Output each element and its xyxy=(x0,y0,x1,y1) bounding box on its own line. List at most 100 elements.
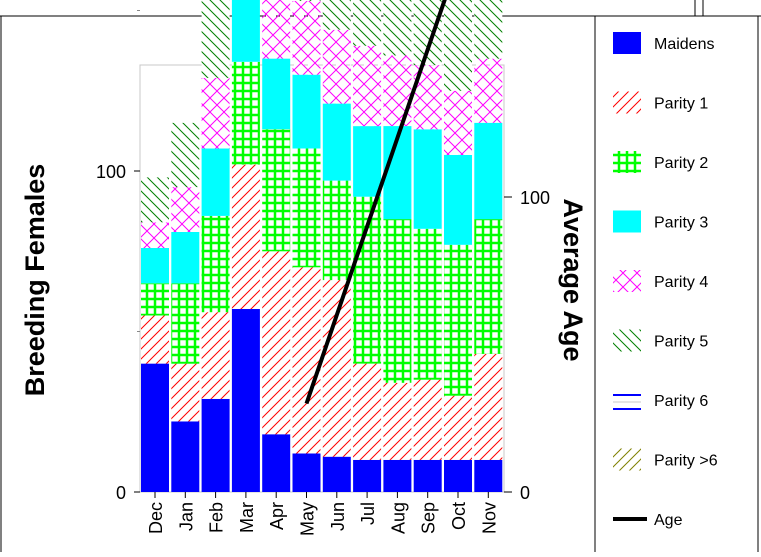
legend-swatch-parity-1 xyxy=(613,92,641,114)
bar-parity-3-jun xyxy=(323,104,351,181)
bar-parity-2-mar xyxy=(232,62,260,165)
bar-parity-3-apr xyxy=(262,59,290,130)
bar-parity-2-nov xyxy=(474,219,502,354)
legend-label-parity-6: Parity 6 xyxy=(654,393,708,410)
bar-parity-3-mar xyxy=(232,0,260,62)
bar-parity-3-feb xyxy=(202,149,230,216)
x-tick-label-feb: Feb xyxy=(207,502,227,533)
x-tick-label-jul: Jul xyxy=(358,502,378,525)
bar-parity-3-sep xyxy=(414,129,442,229)
legend-swatch-parity-2 xyxy=(613,151,641,173)
bar-parity-5-jun xyxy=(323,0,351,30)
bar-maidens-nov xyxy=(474,460,502,492)
legend-swatch-maidens xyxy=(613,32,641,54)
bar-parity-5-feb xyxy=(202,0,230,78)
bar-parity-1-apr xyxy=(262,251,290,434)
x-tick-label-mar: Mar xyxy=(237,502,257,533)
bar-parity-1-aug xyxy=(383,383,411,460)
bar-maidens-aug xyxy=(383,460,411,492)
bar-maidens-apr xyxy=(262,434,290,492)
x-tick-label-sep: Sep xyxy=(419,502,439,534)
bar-parity-4-oct xyxy=(444,91,472,155)
bar-parity-4-jul xyxy=(353,46,381,126)
legend-swatch-parity-4 xyxy=(613,270,641,292)
bar-parity-2-feb xyxy=(202,216,230,312)
y-axis-title: Breeding Females xyxy=(20,164,50,397)
bar-parity-3-dec xyxy=(141,248,169,283)
legend: Maidens Parity 1 Parity 2 Parity 3 Parity 4 P… xyxy=(613,32,718,529)
legend-swatch-parity-6 xyxy=(613,389,641,411)
bar-maidens-oct xyxy=(444,460,472,492)
bar-parity-5-jan xyxy=(171,123,199,187)
bar-parity-1-dec xyxy=(141,315,169,363)
bar-parity-1-sep xyxy=(414,380,442,460)
y2-tick-label-0: 0 xyxy=(520,483,530,503)
bar-maidens-may xyxy=(293,454,321,493)
y2-tick-label-100: 100 xyxy=(520,188,550,208)
bar-parity-2-sep xyxy=(414,229,442,380)
bar-parity-4-may xyxy=(293,1,321,75)
legend-swatch-parity-6 xyxy=(613,449,641,471)
bar-parity-4-nov xyxy=(474,59,502,123)
bar-parity-5-oct xyxy=(444,0,472,91)
bar-maidens-dec xyxy=(141,364,169,492)
x-tick-label-nov: Nov xyxy=(479,502,499,534)
bar-parity-1-nov xyxy=(474,354,502,460)
bar-parity-3-jul xyxy=(353,126,381,197)
bar-parity-1-mar xyxy=(232,165,260,309)
bar-parity-4-jan xyxy=(171,187,199,232)
legend-label-parity-2: Parity 2 xyxy=(654,155,708,172)
x-tick-label-apr: Apr xyxy=(267,502,287,530)
legend-swatch-parity-3 xyxy=(613,211,641,233)
x-tick-label-oct: Oct xyxy=(449,502,469,530)
y-tick-label-100: 100 xyxy=(96,162,126,182)
bar-parity-2-dec xyxy=(141,283,169,315)
x-tick-label-jun: Jun xyxy=(328,502,348,531)
bar-parity-4-jun xyxy=(323,30,351,104)
x-tick-label-jan: Jan xyxy=(176,502,196,531)
bar-maidens-mar xyxy=(232,309,260,492)
bar-parity-3-jan xyxy=(171,232,199,283)
bar-parity-1-jan xyxy=(171,364,199,422)
bar-parity-1-may xyxy=(293,267,321,453)
bar-parity-2-aug xyxy=(383,219,411,383)
legend-label-maidens: Maidens xyxy=(654,36,714,53)
bar-parity-2-may xyxy=(293,149,321,268)
bar-parity-3-may xyxy=(293,75,321,149)
legend-label-parity-5: Parity 5 xyxy=(654,334,708,351)
bar-parity-4-dec xyxy=(141,222,169,248)
bar-parity-2-oct xyxy=(444,245,472,396)
bar-parity-3-oct xyxy=(444,155,472,245)
y-tick-label-0: 0 xyxy=(116,483,126,503)
legend-label-age: Age xyxy=(654,512,683,529)
bar-maidens-jun xyxy=(323,457,351,492)
bar-parity-2-jan xyxy=(171,283,199,363)
legend-label-parity-4: Parity 4 xyxy=(654,274,708,291)
legend-label-parity-3: Parity 3 xyxy=(654,215,708,232)
bar-parity-5-dec xyxy=(141,177,169,222)
legend-label-parity-6: Parity >6 xyxy=(654,453,718,470)
bar-parity-5-jul xyxy=(353,0,381,46)
bar-parity-4-feb xyxy=(202,78,230,149)
bar-parity-1-jul xyxy=(353,364,381,460)
bar-parity-5-may xyxy=(293,0,321,1)
bar-parity-2-apr xyxy=(262,129,290,251)
x-tick-label-aug: Aug xyxy=(388,502,408,534)
bar-parity-1-jun xyxy=(323,280,351,457)
bar-maidens-jan xyxy=(171,421,199,492)
bar-parity-5-aug xyxy=(383,0,411,55)
legend-label-parity-1: Parity 1 xyxy=(654,96,708,113)
bar-parity-4-apr xyxy=(262,0,290,59)
bar-parity-1-feb xyxy=(202,312,230,399)
bar-parity-5-nov xyxy=(474,0,502,59)
bar-parity-1-oct xyxy=(444,396,472,460)
x-tick-label-may: May xyxy=(298,502,318,536)
legend-swatch-parity-5 xyxy=(613,330,641,352)
bar-maidens-sep xyxy=(414,460,442,492)
y2-axis-title: Average Age xyxy=(558,198,588,361)
bar-parity-3-nov xyxy=(474,123,502,219)
x-tick-label-dec: Dec xyxy=(146,502,166,534)
bar-maidens-feb xyxy=(202,399,230,492)
